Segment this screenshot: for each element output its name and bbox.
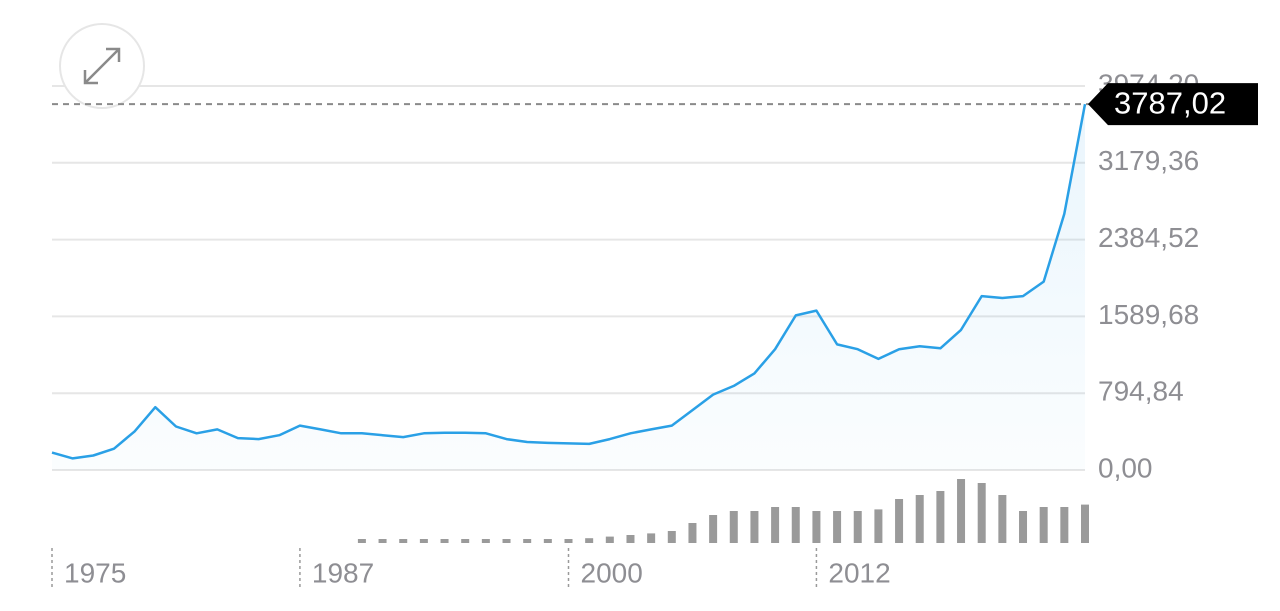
volume-bar [481, 539, 490, 543]
volume-bar [626, 535, 635, 543]
volume-bar [791, 507, 800, 543]
last-price-tag [1088, 83, 1258, 126]
x-axis: 1975 1987 2000 2012 [51, 548, 891, 590]
volume-bar [915, 495, 924, 543]
volume-bar [750, 511, 759, 543]
volume-bar [1019, 511, 1028, 543]
volume-bar [709, 515, 718, 543]
expand-button[interactable] [59, 23, 145, 109]
volume-bar [998, 495, 1007, 543]
volume-bar [399, 539, 408, 543]
volume-bar [977, 483, 986, 543]
volume-bar [957, 479, 966, 543]
last-price: 3787,02 [52, 83, 1258, 126]
volume-bar [523, 539, 532, 543]
volume-bar [378, 539, 387, 543]
price-line [51, 103, 1087, 460]
y-tick-label: 794,84 [1098, 376, 1184, 407]
plot [51, 103, 1087, 470]
volume-bar [895, 499, 904, 543]
volume-bar [357, 539, 366, 543]
volume-bar [461, 539, 470, 543]
volume-bar [833, 511, 842, 543]
x-tick-label: 2012 [828, 557, 890, 588]
volume-bar [853, 511, 862, 543]
volume-bar [605, 536, 614, 543]
last-price-label: 3787,02 [1114, 85, 1226, 120]
volume-bar [564, 539, 573, 543]
volume-bar [1081, 504, 1089, 543]
y-tick-label: 0,00 [1098, 452, 1153, 483]
x-tick-label: 1975 [64, 557, 126, 588]
volume [357, 479, 1089, 543]
y-tick-label: 1589,68 [1098, 299, 1199, 330]
y-tick-label: 3179,36 [1098, 145, 1199, 176]
volume-bar [1039, 507, 1048, 543]
volume-bar [419, 539, 428, 543]
volume-bar [771, 507, 780, 543]
volume-bar [543, 539, 552, 543]
volume-bar [647, 533, 656, 543]
volume-bar [667, 531, 676, 543]
area [52, 104, 1085, 470]
volume-bar [1060, 507, 1069, 543]
volume-bar [440, 539, 449, 543]
x-tick-label: 2000 [581, 557, 643, 588]
volume-bar [729, 511, 738, 543]
y-tick-label: 2384,52 [1098, 222, 1199, 253]
volume-bar [688, 523, 697, 543]
volume-bar [874, 509, 883, 543]
volume-bar [812, 511, 821, 543]
x-tick-label: 1987 [312, 557, 374, 588]
volume-bar [502, 539, 511, 543]
volume-bar [585, 538, 594, 543]
volume-bar [936, 491, 945, 543]
expand-icon[interactable] [83, 47, 121, 85]
